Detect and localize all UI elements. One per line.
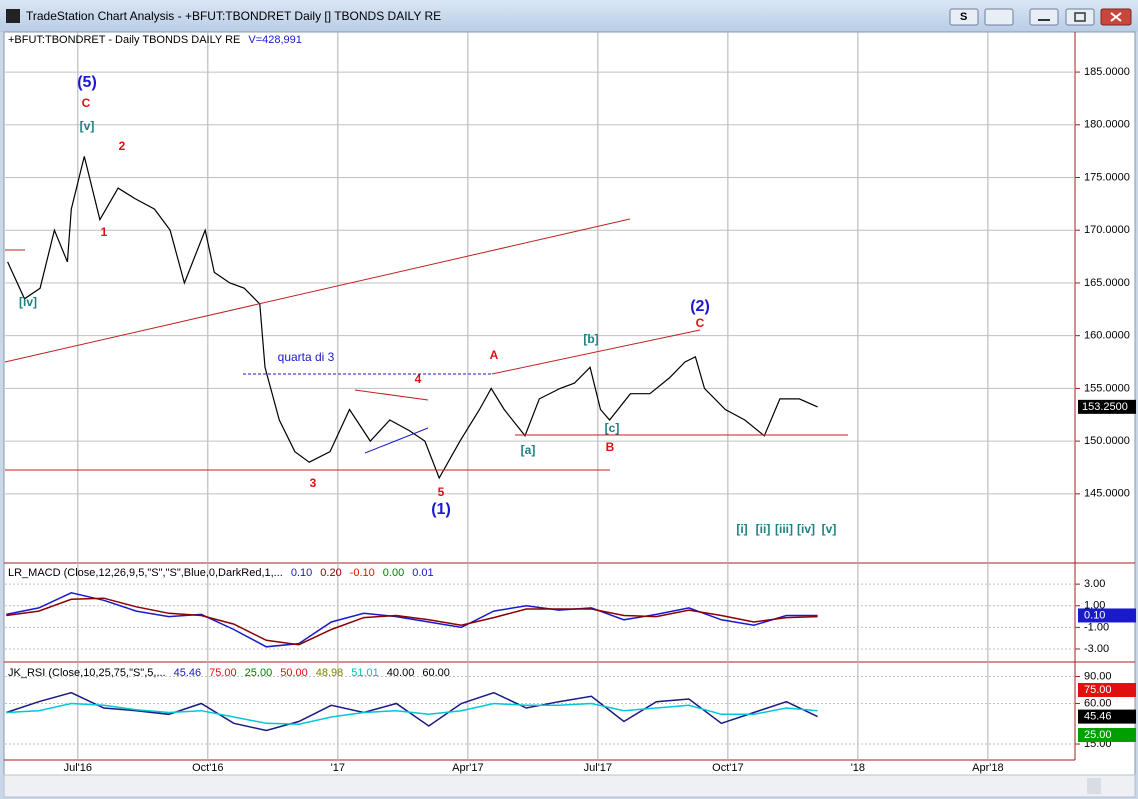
s-button-label[interactable]: S [960, 11, 967, 23]
y-tick-label: 160.0000 [1084, 330, 1130, 342]
x-tick-label: Apr'17 [452, 762, 483, 774]
header-value: 0.00 [383, 567, 404, 579]
value-marker [1078, 608, 1136, 623]
tool-button[interactable] [984, 8, 1014, 26]
header-value: 75.00 [209, 667, 237, 679]
last-price-label: 153.2500 [1082, 401, 1128, 413]
s-button[interactable] [949, 8, 979, 26]
scrollbar[interactable] [3, 774, 1136, 798]
panel-header: JK_RSI (Close,10,25,75,"S",5,... [8, 667, 166, 679]
panel-header: LR_MACD (Close,12,26,9,5,"S","S",Blue,0,… [8, 567, 283, 579]
y-tick-label: 175.0000 [1084, 171, 1130, 183]
plot: Jul'16 Oct'16 '17 Apr'17 Jul'17 Oct'17 '18 Apr'… [4, 32, 1136, 774]
wave-label: [ii] [756, 522, 771, 536]
y-tick-label: 180.0000 [1084, 119, 1130, 131]
header-value: -0.10 [350, 567, 375, 579]
y-tick-label: 150.0000 [1084, 435, 1130, 447]
wave-label: B [606, 440, 615, 454]
wave-label: [v] [822, 522, 837, 536]
wave-label: C [696, 316, 705, 330]
value-marker [1078, 709, 1136, 724]
value-marker-label: 75.00 [1084, 684, 1112, 696]
data-line [6, 702, 818, 725]
scroll-thumb[interactable] [1087, 778, 1101, 794]
header-value: 0.10 [291, 567, 312, 579]
header-value: 45.46 [174, 667, 202, 679]
data-line [7, 156, 818, 480]
header-value: 48.98 [316, 667, 344, 679]
wave-label: [iii] [775, 522, 793, 536]
header-value: 50.00 [280, 667, 308, 679]
wave-label: [i] [736, 522, 747, 536]
wave-label: (1) [431, 501, 451, 518]
wave-label: A [490, 348, 499, 362]
trend-line [491, 329, 701, 375]
volume-label: V=428,991 [248, 34, 302, 46]
data-line [6, 691, 818, 732]
wave-label: [v] [80, 119, 95, 133]
x-tick-label: Jul'17 [584, 762, 612, 774]
y-tick-label: 155.0000 [1084, 382, 1130, 394]
header-value: 25.00 [245, 667, 273, 679]
y-tick-label: 165.0000 [1084, 277, 1130, 289]
wave-label: [iv] [19, 295, 37, 309]
value-marker-label: 25.00 [1084, 729, 1112, 741]
maximize-glyph [1074, 12, 1086, 22]
y-tick-label: 90.00 [1084, 670, 1112, 682]
y-tick-label: 145.0000 [1084, 488, 1130, 500]
wave-label: 4 [415, 372, 422, 386]
y-tick-label: -1.00 [1084, 621, 1109, 633]
last-price-box [1078, 399, 1136, 414]
header-value: 0.20 [320, 567, 341, 579]
x-tick-label: Oct'16 [192, 762, 223, 774]
close-glyph [1110, 12, 1122, 22]
wave-label: [c] [605, 421, 620, 435]
panel-header: +BFUT:TBONDRET - Daily TBONDS DAILY RE [8, 34, 240, 46]
wave-label: C [82, 96, 91, 110]
header-value: 60.00 [422, 667, 450, 679]
wave-label: [b] [583, 332, 598, 346]
chart-area [3, 31, 1136, 776]
x-tick-label: Jul'16 [64, 762, 92, 774]
wave-label: (5) [77, 74, 97, 91]
trend-line [354, 389, 429, 401]
header-value: 40.00 [387, 667, 415, 679]
header-value: 51.01 [351, 667, 379, 679]
app-icon [6, 9, 20, 23]
maximize-button[interactable] [1065, 8, 1095, 26]
x-tick-label: '17 [331, 762, 345, 774]
y-tick-label: 3.00 [1084, 578, 1105, 590]
y-tick-label: 170.0000 [1084, 224, 1130, 236]
y-tick-label: -3.00 [1084, 643, 1109, 655]
data-line [6, 597, 818, 646]
wave-label: [iv] [797, 522, 815, 536]
x-tick-label: '18 [851, 762, 865, 774]
x-tick-label: Apr'18 [972, 762, 1003, 774]
y-tick-label: 60.00 [1084, 697, 1112, 709]
value-marker [1078, 728, 1136, 743]
trend-line [4, 218, 631, 363]
wave-label: [a] [521, 443, 536, 457]
value-marker [1078, 683, 1136, 698]
wave-label: quarta di 3 [278, 350, 335, 364]
header-value: 0.01 [412, 567, 433, 579]
trend-line [364, 427, 429, 454]
wave-label: (2) [690, 298, 710, 315]
wave-label: 3 [310, 476, 317, 490]
title-bar [0, 0, 1138, 32]
window-buttons[interactable]: S [949, 8, 1132, 26]
y-tick-label: 185.0000 [1084, 66, 1130, 78]
value-marker-label: 0.10 [1084, 609, 1105, 621]
data-line [6, 592, 818, 648]
wave-label: 2 [119, 139, 126, 153]
wave-label: 5 [438, 485, 445, 499]
value-marker-label: 45.46 [1084, 711, 1112, 723]
minimize-button[interactable] [1029, 8, 1059, 26]
x-tick-label: Oct'17 [712, 762, 743, 774]
wave-label: 1 [101, 225, 108, 239]
window-title: TradeStation Chart Analysis - +BFUT:TBON… [26, 9, 441, 23]
